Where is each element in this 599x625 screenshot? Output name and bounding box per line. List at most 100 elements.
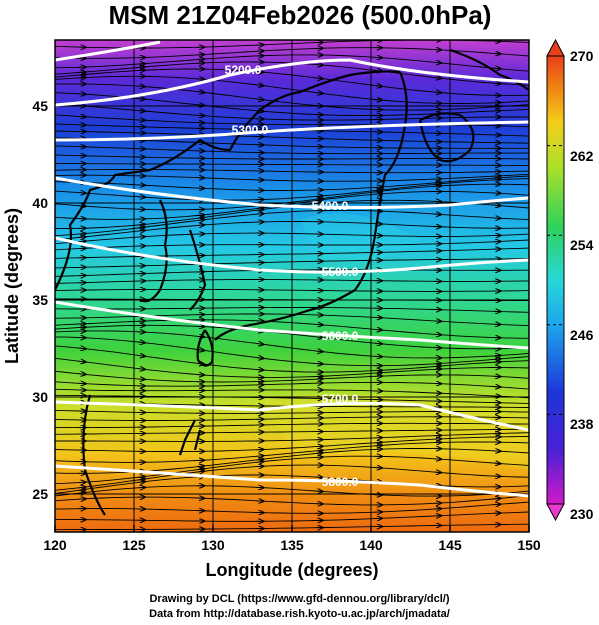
streamline — [55, 183, 529, 211]
streamline — [55, 330, 529, 359]
korea-east-coast — [188, 229, 207, 311]
streamline-arrow — [256, 111, 263, 112]
streamline-arrow — [315, 65, 323, 66]
taiwan-strait-coast — [82, 394, 106, 516]
streamline — [55, 75, 529, 104]
x-tick-label: 145 — [438, 537, 462, 553]
streamline-arrow — [434, 92, 441, 93]
streamline-arrow — [374, 329, 382, 330]
streamline-arrow — [78, 361, 86, 362]
x-axis-label: Longitude (degrees) — [205, 560, 378, 580]
colorbar-dividers — [547, 145, 564, 415]
colorbar-tick-label: 230 — [570, 506, 594, 522]
streamline-arrow — [434, 182, 441, 183]
streamline-arrow — [315, 196, 323, 197]
contour-label-5500: 5500.0 — [322, 265, 359, 279]
streamline — [55, 279, 529, 284]
streamline — [55, 269, 529, 277]
streamline — [55, 68, 529, 96]
streamline-arrow — [78, 489, 86, 490]
colorbar-tick-label: 254 — [570, 237, 594, 253]
streamline-arrow — [374, 187, 382, 188]
streamline-arrow — [315, 491, 323, 492]
streamline — [55, 221, 529, 241]
streamline-arrow — [197, 363, 204, 364]
streamline — [55, 416, 529, 421]
y-axis-label: Latitude (degrees) — [2, 208, 22, 364]
streamline-arrow — [493, 68, 500, 69]
streamline-arrow — [374, 100, 382, 101]
contour-5700 — [55, 400, 529, 432]
streamline-arrow — [493, 387, 500, 388]
colorbar-min-arrow — [546, 503, 565, 522]
streamline — [55, 163, 529, 166]
streamline — [55, 154, 529, 160]
streamline-arrow — [374, 468, 382, 469]
mainland-coast — [55, 70, 401, 291]
contour-5100 — [55, 40, 161, 62]
streamline-arrow — [137, 379, 145, 380]
streamline-arrow — [137, 230, 145, 231]
colorbar: 230 238 246 254 262 270 — [546, 38, 594, 522]
contour-label-5700: 5700.0 — [322, 392, 359, 406]
streamline-arrow — [78, 72, 86, 73]
streamline-arrow — [256, 370, 263, 371]
streamline-arrow — [78, 492, 86, 493]
streamline-arrow — [434, 78, 441, 79]
streamline-arrow — [374, 343, 382, 344]
streamline — [55, 455, 529, 485]
streamline — [55, 495, 529, 506]
streamline-arrow — [197, 115, 204, 116]
streamline-arrow — [493, 83, 500, 84]
streamline — [55, 345, 529, 373]
streamline-arrow — [493, 53, 500, 54]
page-title: MSM 21Z04Feb2026 (500.0hPa) — [109, 0, 492, 30]
streamline-arrow — [374, 194, 382, 195]
streamline-arrow — [78, 482, 86, 483]
colorbar-tick-label: 238 — [570, 416, 594, 432]
streamline-arrow — [78, 237, 86, 238]
streamline-arrow — [137, 99, 145, 100]
streamline-arrow — [434, 366, 441, 367]
x-tick-label: 135 — [280, 537, 304, 553]
streamline-arrow — [197, 336, 204, 337]
streamline — [55, 288, 529, 292]
contour-5200 — [55, 58, 529, 107]
streamline — [55, 511, 529, 522]
streamline-arrow — [374, 57, 382, 58]
streamline — [55, 313, 529, 327]
streamline-arrow — [197, 350, 204, 351]
height-contours — [55, 40, 529, 498]
streamline-arrow — [78, 374, 86, 375]
streamline-arrow — [137, 64, 145, 65]
streamline — [55, 169, 529, 174]
streamline-arrow — [256, 209, 263, 210]
contour-label-5800: 5800.0 — [322, 475, 359, 489]
streamline-arrow — [137, 342, 145, 343]
streamline — [55, 178, 529, 201]
streamline-arrow — [197, 105, 204, 106]
streamline — [55, 92, 529, 116]
streamline — [55, 145, 529, 155]
korea-west-coast — [139, 199, 168, 303]
contour-label-5200: 5200.0 — [225, 63, 262, 77]
x-tick-label: 140 — [359, 537, 383, 553]
streamline-arrow — [78, 193, 86, 194]
streamline — [55, 441, 529, 463]
streamline-arrow — [78, 74, 86, 75]
streamline-arrow — [256, 99, 263, 100]
streamline-arrow — [137, 227, 145, 228]
streamline-arrow — [78, 106, 86, 107]
streamline-arrow — [434, 334, 441, 335]
streamline-arrow — [493, 463, 500, 464]
x-tick-label: 150 — [517, 537, 541, 553]
streamline-arrow — [493, 498, 500, 499]
y-tick-label: 25 — [32, 486, 48, 502]
streamline-arrow — [315, 337, 323, 338]
streamline — [55, 209, 529, 237]
streamline-arrow — [493, 355, 500, 356]
streamline-arrow — [315, 324, 323, 325]
streamline-arrow — [197, 220, 204, 221]
credit-drawing: Drawing by DCL (https://www.gfd-dennou.o… — [149, 593, 450, 605]
streamline — [55, 258, 529, 269]
